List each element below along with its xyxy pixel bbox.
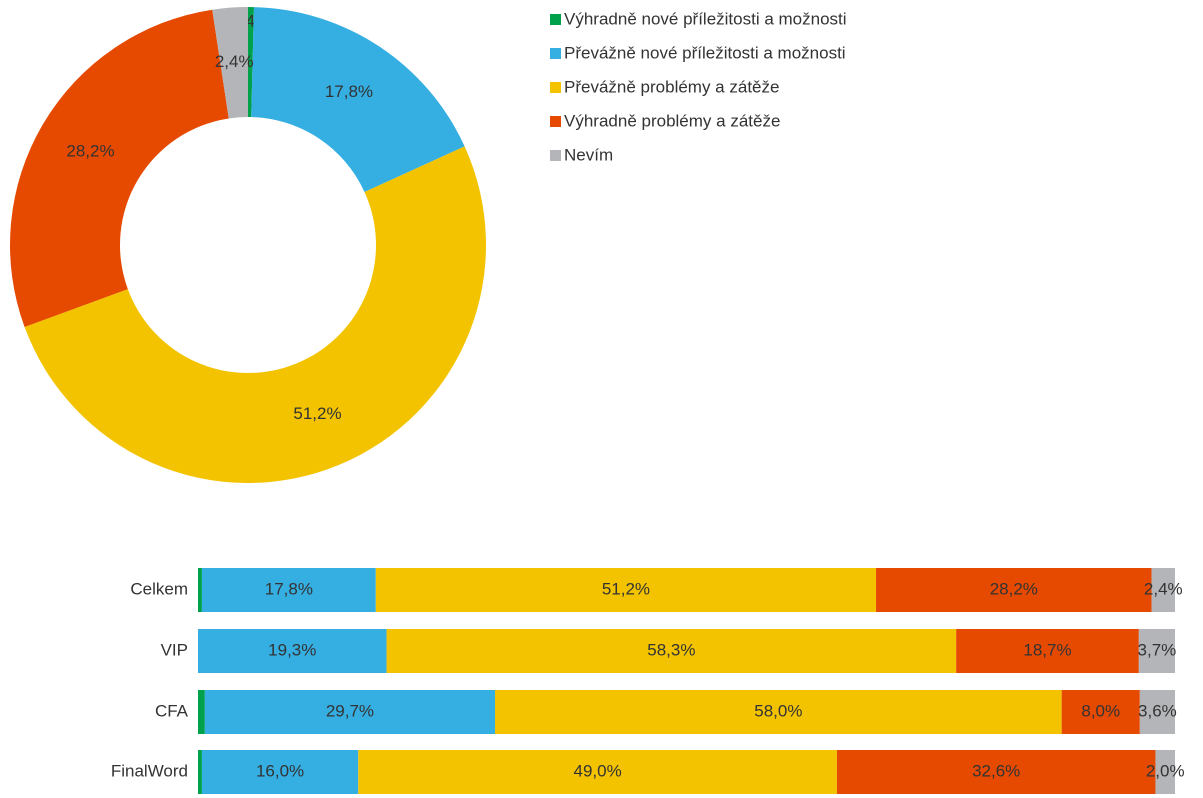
bar-segment [198,568,202,612]
slice-label: 51,2% [293,404,341,423]
legend-swatch [550,82,561,93]
data-label: 29,7% [326,701,374,720]
data-label: 32,6% [972,761,1020,780]
category-label: VIP [161,640,188,659]
bar-segment [198,690,205,734]
data-label: 51,2% [602,579,650,598]
bar-segment [1155,750,1175,794]
donut-slice [251,7,465,192]
bar-segment [201,568,376,612]
bar-segment [876,568,1152,612]
bar-segment [198,750,202,794]
legend-label: Nevím [564,145,613,164]
data-label: 19,3% [268,640,316,659]
data-label: 8,0% [1081,701,1120,720]
data-label: 2,4% [1144,579,1183,598]
bar-segment [1151,568,1175,612]
data-label: 58,3% [647,640,695,659]
slice-label: 17,8% [325,82,373,101]
legend-label: Výhradně nové příležitosti a možnosti [564,9,847,28]
slice-label: 28,2% [66,141,114,160]
data-label: 2,0% [1146,761,1185,780]
legend-label: Převážně nové příležitosti a možnosti [564,43,846,62]
data-label: 49,0% [573,761,621,780]
category-label: CFA [155,701,189,720]
bar-segment [204,690,496,734]
data-label: 17,8% [265,579,313,598]
bar-segment [836,750,1156,794]
bar-segment [386,629,957,673]
data-label: 58,0% [754,701,802,720]
data-label: 18,7% [1023,640,1071,659]
category-label: Celkem [130,579,188,598]
data-label: 28,2% [990,579,1038,598]
bar-segment [1061,690,1140,734]
bar-segment [358,750,837,794]
data-label: 3,7% [1138,640,1177,659]
bar-segment [1139,690,1175,734]
data-label: 3,6% [1138,701,1177,720]
legend-swatch [550,116,561,127]
legend-label: Převážně problémy a zátěže [564,77,779,96]
legend-swatch [550,14,561,25]
legend-label: Výhradně problémy a zátěže [564,111,780,130]
bar-segment [198,629,387,673]
bar-segment [201,750,359,794]
donut-slice [212,7,248,119]
donut-slice [9,9,229,328]
slice-label: 2,4% [215,52,254,71]
legend-swatch [550,150,561,161]
bar-segment [375,568,877,612]
data-label: 16,0% [256,761,304,780]
bar-segment [1138,629,1175,673]
category-label: FinalWord [111,761,188,780]
legend-swatch [550,48,561,59]
bar-segment [495,690,1062,734]
bar-segment [956,629,1139,673]
donut-slice [248,7,254,118]
donut-slice [24,146,486,483]
